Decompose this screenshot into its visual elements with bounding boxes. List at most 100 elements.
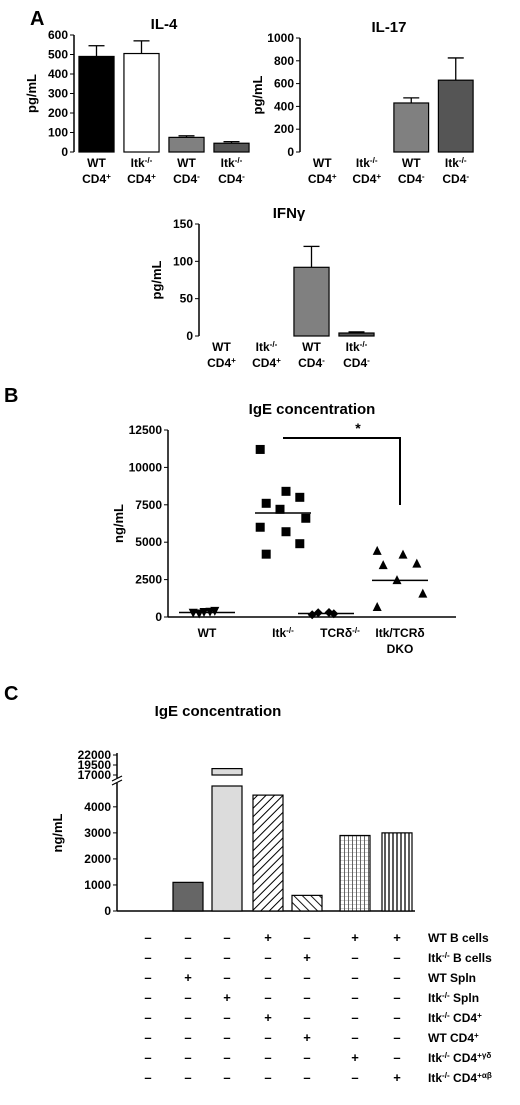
y-tick-label: 0 — [104, 904, 111, 918]
x-tick-label: Itk-/- — [445, 156, 467, 171]
data-point — [261, 498, 271, 508]
condition-mark: + — [393, 1070, 401, 1085]
y-tick-label: 150 — [173, 217, 193, 231]
condition-label: Itk-/- B cells — [428, 951, 492, 966]
y-tick-label: 0 — [155, 610, 162, 624]
chart-1 — [296, 37, 474, 153]
condition-mark: – — [351, 1010, 358, 1025]
condition-mark: – — [144, 950, 151, 965]
y-tick-label: 300 — [48, 87, 68, 101]
condition-mark: – — [184, 990, 191, 1005]
panel-label: C — [4, 683, 18, 705]
x-tick-label: CD4+ — [82, 172, 111, 187]
condition-mark: – — [393, 1030, 400, 1045]
x-tick-label: CD4- — [442, 172, 469, 187]
data-point — [378, 560, 388, 570]
condition-mark: – — [393, 950, 400, 965]
condition-mark: + — [303, 950, 311, 965]
bar — [381, 832, 413, 912]
condition-label: Itk-/- Spln — [428, 991, 479, 1006]
data-point — [281, 486, 291, 496]
condition-mark: – — [223, 950, 230, 965]
x-tick-label: CD4- — [173, 172, 200, 187]
bar — [78, 55, 115, 153]
y-tick-label: 50 — [180, 292, 194, 306]
y-tick-label: 3000 — [84, 826, 111, 840]
condition-mark: – — [223, 1070, 230, 1085]
chart-title: IFNγ — [273, 205, 306, 222]
significance-bracket — [283, 437, 401, 505]
scatter-chart — [164, 429, 456, 620]
data-point — [301, 513, 311, 523]
x-tick-label: CD4+ — [127, 172, 156, 187]
y-axis-label: ng/mL — [111, 504, 126, 543]
y-tick-label: 2500 — [135, 573, 162, 587]
data-point — [210, 606, 220, 616]
condition-mark: – — [393, 990, 400, 1005]
bar — [168, 136, 205, 153]
condition-mark: – — [144, 990, 151, 1005]
chart-title: IgE concentration — [155, 703, 282, 720]
y-tick-label: 400 — [274, 99, 294, 113]
condition-mark: – — [223, 930, 230, 945]
y-tick-label: 17000 — [78, 768, 112, 782]
condition-mark: – — [264, 950, 271, 965]
x-tick-label: Itk-/- — [256, 340, 278, 355]
condition-mark: + — [264, 930, 272, 945]
condition-label: WT Spln — [428, 971, 476, 985]
y-tick-label: 1000 — [84, 878, 111, 892]
y-tick-label: 7500 — [135, 498, 162, 512]
bar — [339, 834, 371, 912]
condition-mark: – — [223, 1050, 230, 1065]
chart-title: IL-4 — [151, 16, 178, 33]
condition-mark: – — [303, 1050, 310, 1065]
significance-marker: * — [355, 420, 361, 436]
condition-mark: – — [264, 970, 271, 985]
x-tick-label: WT — [198, 626, 217, 640]
condition-mark: – — [144, 1030, 151, 1045]
condition-mark: – — [303, 930, 310, 945]
x-tick-label: CD4+ — [352, 172, 381, 187]
condition-mark: – — [184, 1030, 191, 1045]
data-point — [295, 539, 305, 549]
y-tick-label: 0 — [186, 329, 193, 343]
x-tick-label: Itk/TCRδ — [375, 626, 424, 640]
y-tick-label: 5000 — [135, 535, 162, 549]
condition-label: WT B cells — [428, 931, 489, 945]
data-point — [372, 545, 382, 555]
condition-mark: – — [351, 990, 358, 1005]
bar — [437, 79, 474, 153]
x-tick-label: CD4- — [398, 172, 425, 187]
y-tick-label: 100 — [48, 126, 68, 140]
y-axis-label: ng/mL — [50, 813, 65, 852]
x-tick-label: CD4- — [343, 356, 370, 371]
x-tick-label: WT — [313, 156, 332, 170]
condition-label: Itk-/- CD4+ — [428, 1011, 482, 1026]
y-tick-label: 200 — [48, 106, 68, 120]
chart-0 — [70, 34, 250, 153]
x-tick-label: WT — [177, 156, 196, 170]
x-tick-label: CD4- — [298, 356, 325, 371]
y-tick-label: 12500 — [129, 423, 163, 437]
y-tick-label: 800 — [274, 54, 294, 68]
axis-break — [111, 779, 123, 786]
data-point — [275, 504, 285, 514]
y-tick-label: 10000 — [129, 460, 163, 474]
bar — [211, 785, 243, 912]
axis-break — [111, 775, 123, 782]
y-tick-label: 1000 — [267, 31, 294, 45]
y-axis-label: pg/mL — [250, 75, 265, 114]
bar — [172, 881, 204, 912]
data-point — [281, 527, 291, 537]
bar — [338, 332, 375, 337]
condition-mark: – — [303, 970, 310, 985]
condition-mark: – — [303, 990, 310, 1005]
y-tick-label: 600 — [274, 77, 294, 91]
x-tick-label: WT — [212, 340, 231, 354]
data-point — [295, 492, 305, 502]
y-tick-label: 0 — [287, 145, 294, 159]
y-tick-label: 500 — [48, 48, 68, 62]
data-point — [255, 522, 265, 532]
condition-mark: – — [351, 1070, 358, 1085]
condition-mark: + — [223, 990, 231, 1005]
